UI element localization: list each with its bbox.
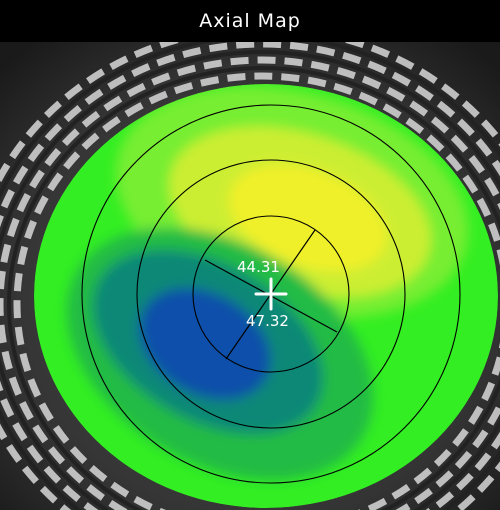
topography-color-map	[34, 84, 498, 508]
flat-k-value: 44.31	[237, 258, 280, 276]
distance-rings	[81, 104, 461, 484]
crosshair-icon	[254, 277, 288, 311]
axial-map-view[interactable]: 44.31 47.32	[0, 42, 500, 510]
title-bar: Axial Map	[0, 0, 500, 42]
steep-k-value: 47.32	[246, 312, 289, 330]
page-title: Axial Map	[199, 10, 301, 32]
